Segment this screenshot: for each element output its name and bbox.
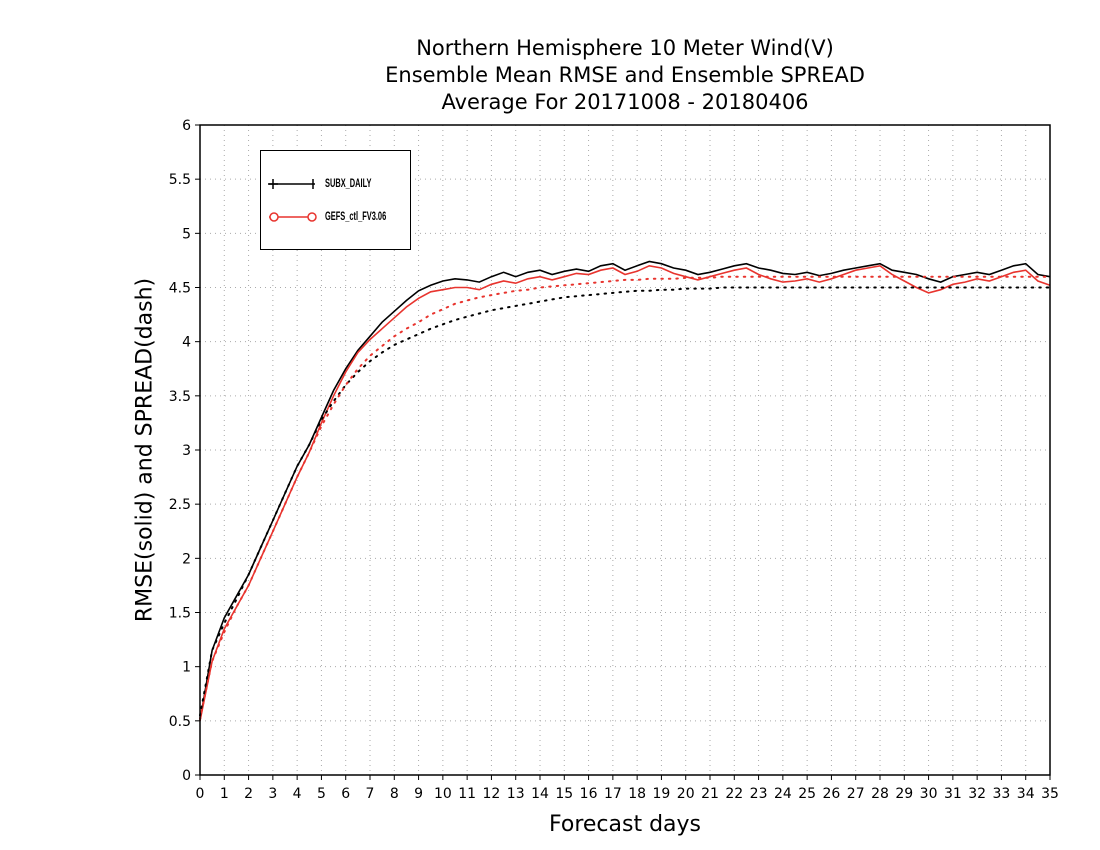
x-tick-label: 26 <box>823 786 841 802</box>
x-tick-label: 7 <box>366 786 375 802</box>
x-tick-label: 23 <box>750 786 768 802</box>
x-tick-label: 22 <box>725 786 743 802</box>
x-tick-label: 0 <box>196 786 205 802</box>
x-tick-label: 17 <box>604 786 622 802</box>
x-tick-label: 19 <box>653 786 671 802</box>
x-tick-label: 18 <box>628 786 646 802</box>
legend: SUBX_DAILY GEFS_ctl_FV3.06 <box>260 150 411 250</box>
legend-marker-gefs <box>269 212 317 222</box>
x-tick-label: 29 <box>895 786 913 802</box>
x-tick-label: 4 <box>293 786 302 802</box>
x-tick-label: 33 <box>993 786 1011 802</box>
y-axis-label: RMSE(solid) and SPREAD(dash) <box>132 277 158 623</box>
x-tick-label: 6 <box>341 786 350 802</box>
x-tick-label: 14 <box>531 786 549 802</box>
series-line-2 <box>199 286 1051 717</box>
x-tick-label: 16 <box>580 786 598 802</box>
x-tick-label: 3 <box>268 786 277 802</box>
chart-title-line-1: Northern Hemisphere 10 Meter Wind(V) <box>416 36 834 60</box>
grid-lines <box>200 125 1050 775</box>
y-tick-label: 2.5 <box>169 497 191 513</box>
y-tick-label: 5.5 <box>169 172 191 188</box>
x-tick-label: 24 <box>774 786 792 802</box>
y-tick-label: 0 <box>182 768 191 784</box>
y-tick-label: 6 <box>182 118 191 134</box>
x-tick-label: 15 <box>555 786 573 802</box>
legend-markers <box>268 179 317 222</box>
x-tick-label: 10 <box>434 786 452 802</box>
y-tick-label: 5 <box>182 226 191 242</box>
chart-title-line-2: Ensemble Mean RMSE and Ensemble SPREAD <box>385 63 865 87</box>
series-line-1 <box>199 264 1051 721</box>
y-tick-label: 2 <box>182 551 191 567</box>
legend-label-subx: SUBX_DAILY <box>325 176 372 190</box>
y-tick-label: 0.5 <box>169 714 191 730</box>
x-tick-label: 27 <box>847 786 865 802</box>
x-tick-label: 1 <box>220 786 229 802</box>
x-tick-label: 21 <box>701 786 719 802</box>
x-tick-label: 9 <box>414 786 423 802</box>
x-tick-label: 20 <box>677 786 695 802</box>
y-tick-label: 3.5 <box>169 389 191 405</box>
x-tick-label: 2 <box>244 786 253 802</box>
x-tick-label: 30 <box>920 786 938 802</box>
y-tick-label: 4 <box>182 335 191 351</box>
series-line-0 <box>199 260 1051 721</box>
x-axis-label: Forecast days <box>548 812 702 837</box>
x-tick-label: 5 <box>317 786 326 802</box>
x-tick-label: 35 <box>1041 786 1059 802</box>
x-tick-label: 34 <box>1017 786 1035 802</box>
x-tick-label: 32 <box>968 786 986 802</box>
legend-label-gefs: GEFS_ctl_FV3.06 <box>325 209 387 223</box>
x-tick-label: 13 <box>507 786 525 802</box>
axis-ticks: 00.511.522.533.544.555.560 1 2 3 4 5 6 7 8 9 10 11 1… <box>169 118 1059 802</box>
x-tick-label: 8 <box>390 786 399 802</box>
x-tick-label: 25 <box>798 786 816 802</box>
x-tick-label: 12 <box>483 786 501 802</box>
y-tick-label: 1.5 <box>169 606 191 622</box>
x-tick-label: 31 <box>944 786 962 802</box>
x-tick-label: 28 <box>871 786 889 802</box>
y-tick-label: 3 <box>182 443 191 459</box>
series-layer <box>199 260 1051 721</box>
y-tick-label: 1 <box>182 660 191 676</box>
series-line-3 <box>199 275 1051 720</box>
legend-marker-subx <box>268 179 315 189</box>
x-tick-label: 11 <box>458 786 476 802</box>
y-tick-label: 4.5 <box>169 281 191 297</box>
chart-title-line-3: Average For 20171008 - 20180406 <box>441 90 809 114</box>
